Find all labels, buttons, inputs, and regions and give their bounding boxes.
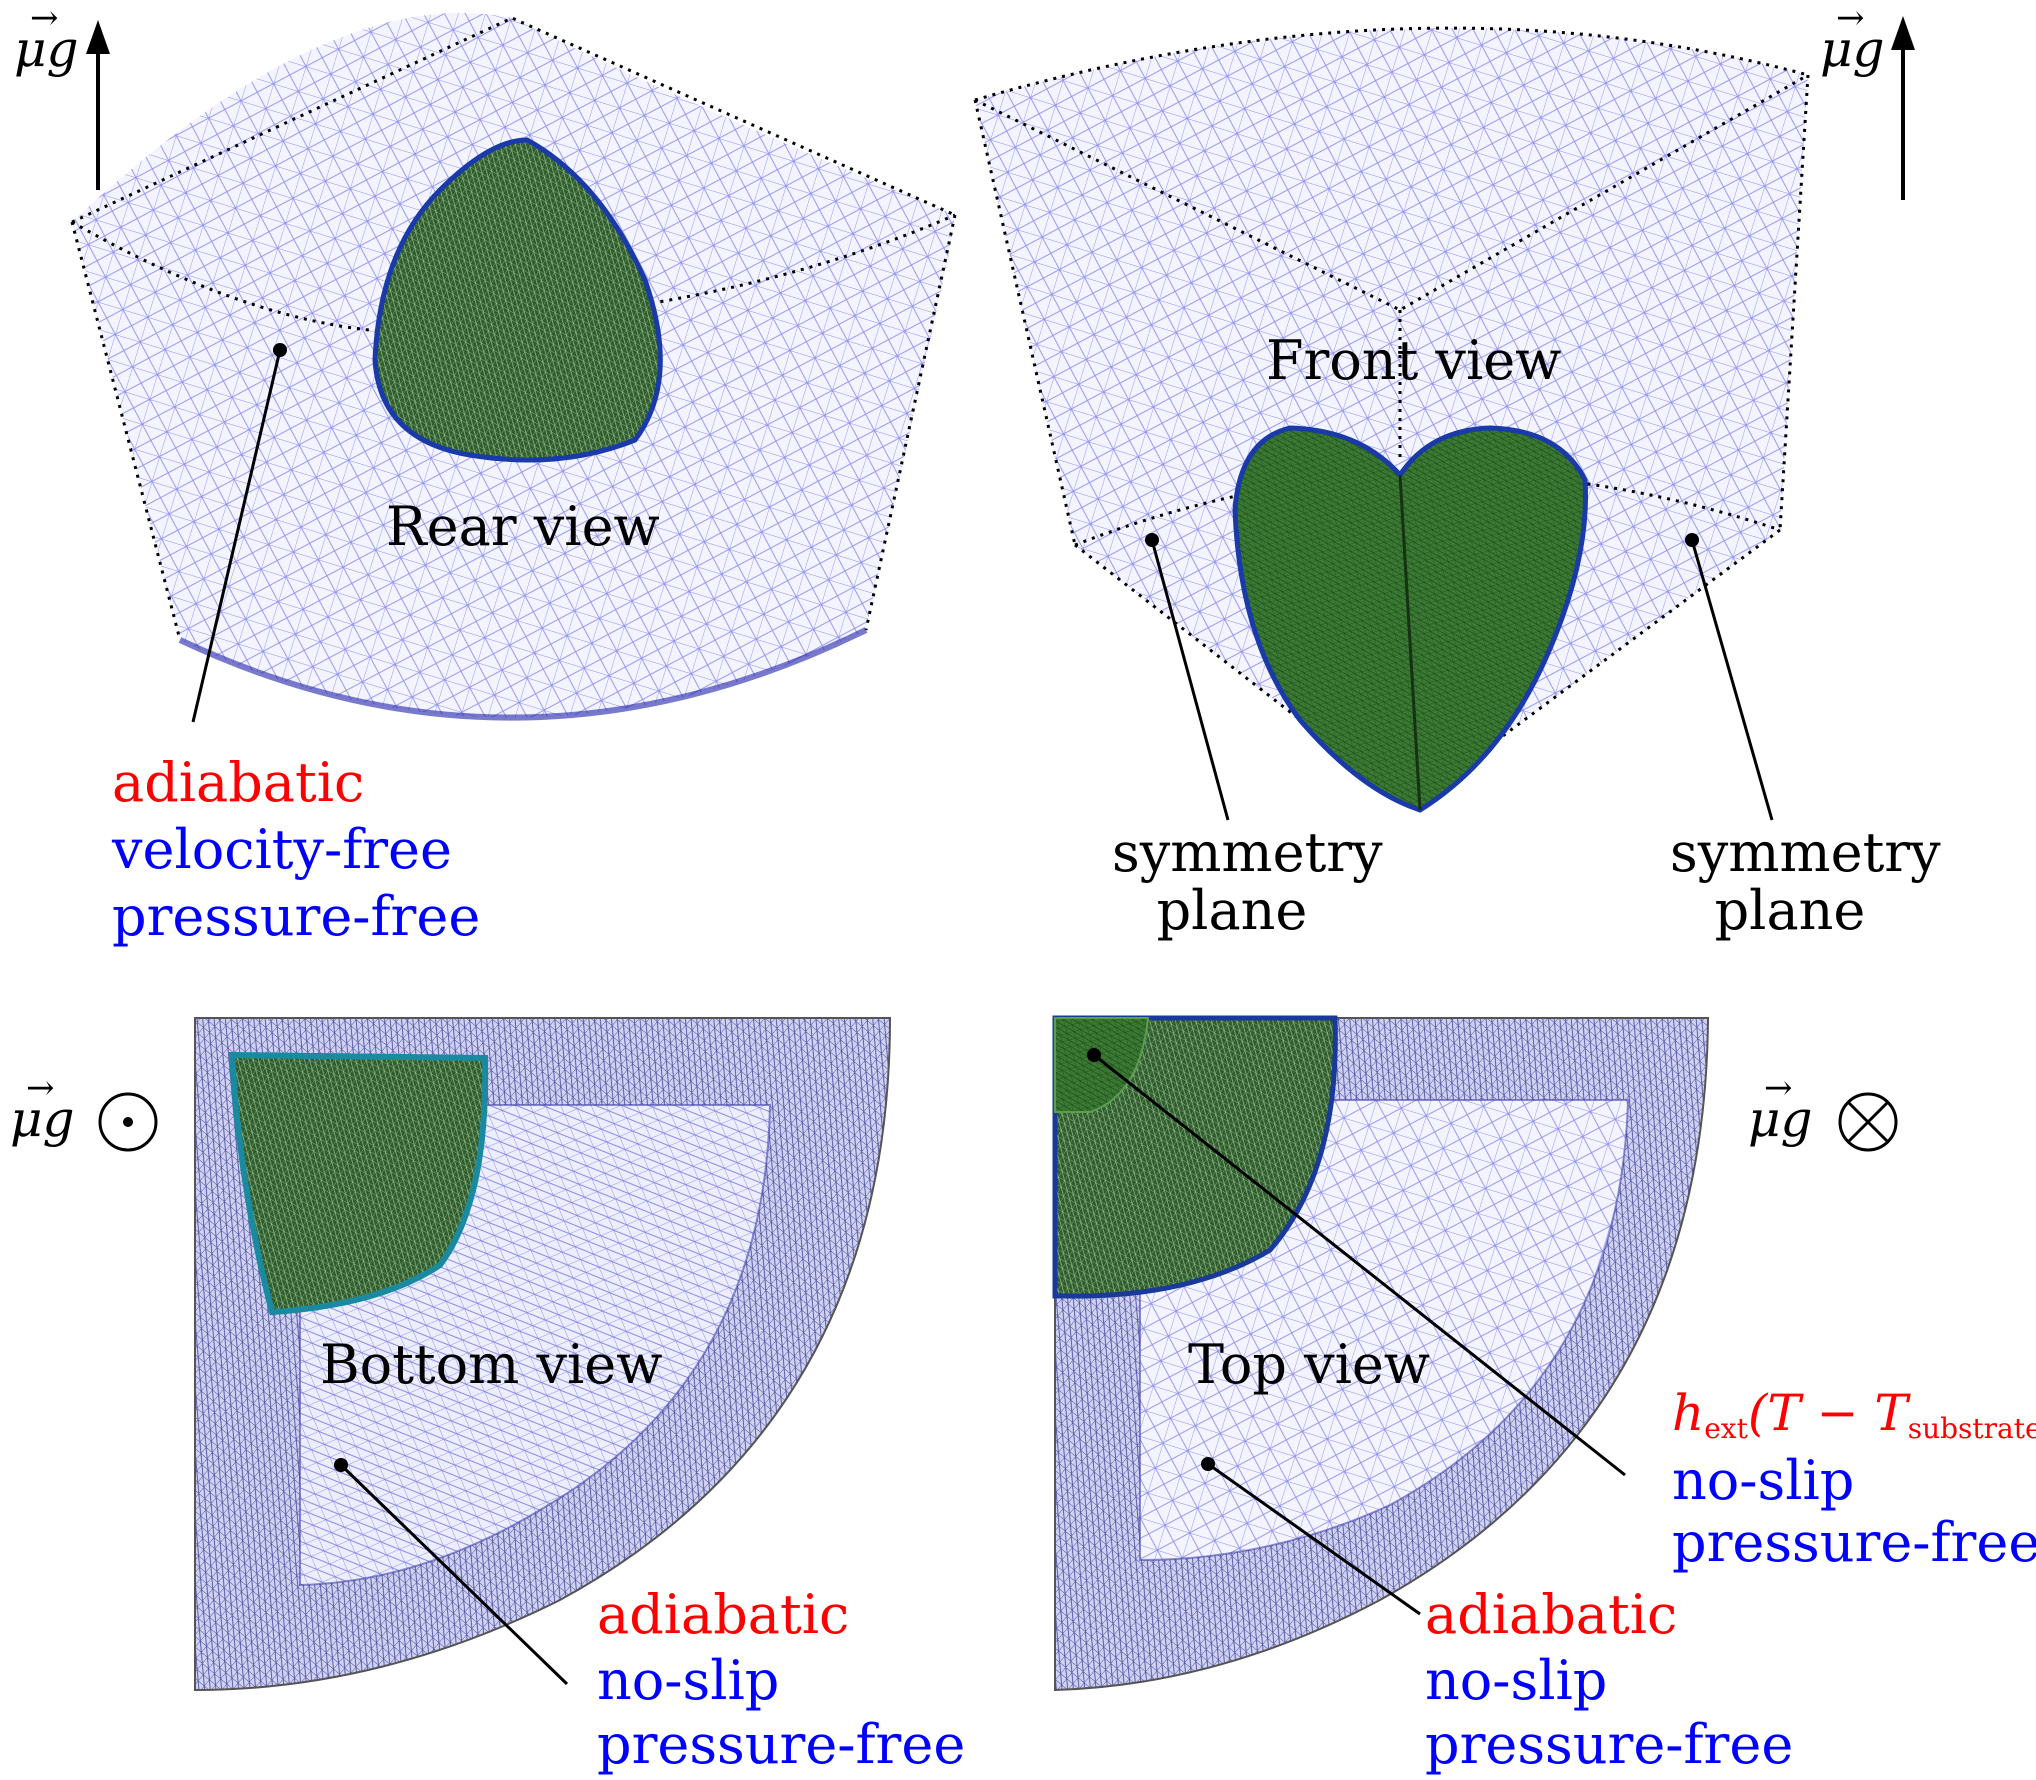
top-pressure-bc: pressure-free (1425, 1713, 1794, 1776)
bottom-droplet (228, 1051, 489, 1316)
rear-leader-line (191, 343, 287, 723)
front-left-label-line1: symmetry (1112, 821, 1383, 884)
bottom-gravity-label: μg → (10, 1068, 75, 1148)
top-gravity-cross-icon (1838, 1092, 1898, 1152)
front-droplet (1232, 425, 1588, 813)
front-view-title: Front view (1266, 329, 1562, 392)
rear-view-title: Rear view (386, 495, 660, 558)
top-gravity-label: μg → (1748, 1068, 1813, 1148)
front-leader-line-right (1685, 533, 1774, 821)
front-leader-line-left (1145, 533, 1230, 821)
bottom-view-mesh (194, 1017, 892, 1692)
bottom-leader-line (334, 1458, 569, 1686)
front-gravity-label: μg → (1820, 0, 1885, 78)
rear-pressure-bc: pressure-free (112, 885, 481, 948)
top-substrate-velocity-bc: no-slip (1672, 1449, 1855, 1512)
rear-view-mesh (70, 12, 957, 721)
front-left-label-line2: plane (1156, 879, 1308, 942)
top-substrate-bc: hext(T − Tsubstrate) (1672, 1384, 2036, 1445)
bottom-gravity-dot-icon (98, 1092, 158, 1152)
bottom-thermal-bc: adiabatic (597, 1583, 850, 1646)
top-view-mesh (1052, 1015, 1710, 1692)
front-view-mesh (973, 26, 1810, 813)
front-right-label-line1: symmetry (1670, 821, 1941, 884)
top-view-title: Top view (1188, 1333, 1431, 1396)
top-leader-line-substrate (1087, 1048, 1626, 1477)
rear-velocity-bc: velocity-free (112, 818, 452, 881)
top-thermal-bc: adiabatic (1425, 1583, 1678, 1646)
rear-droplet (372, 137, 663, 463)
bottom-pressure-bc: pressure-free (597, 1713, 966, 1776)
front-right-label-line2: plane (1714, 879, 1866, 942)
top-substrate-pressure-bc: pressure-free (1672, 1511, 2036, 1574)
bottom-velocity-bc: no-slip (597, 1649, 780, 1712)
top-velocity-bc: no-slip (1425, 1649, 1608, 1712)
front-gravity-arrow (1891, 16, 1915, 200)
rear-thermal-bc: adiabatic (112, 751, 365, 814)
top-leader-line-wall (1201, 1457, 1421, 1616)
rear-gravity-arrow (86, 20, 110, 190)
bottom-view-title: Bottom view (320, 1333, 663, 1396)
top-contact-patch (1054, 1017, 1150, 1113)
rear-gravity-label: μg → (14, 0, 79, 78)
